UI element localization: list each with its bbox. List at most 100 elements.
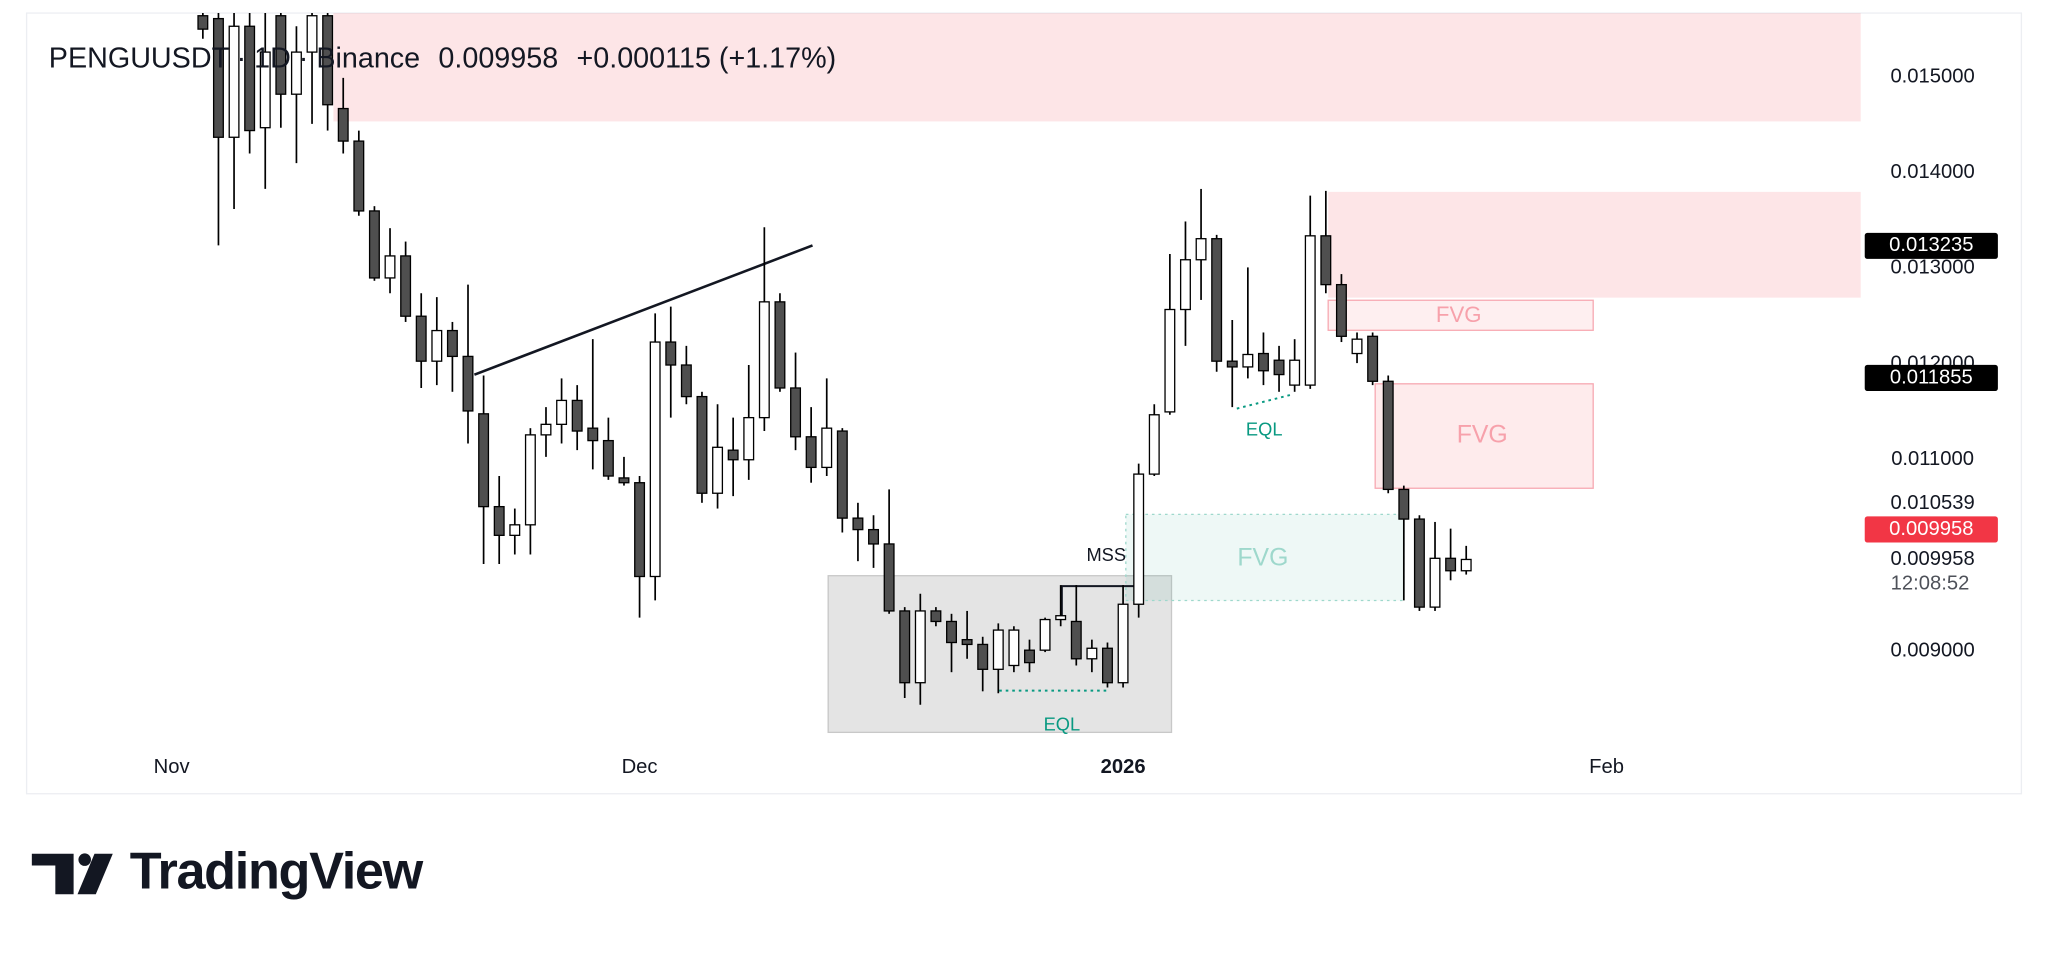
candle-body: [946, 620, 957, 644]
trend-line: [473, 244, 813, 376]
candle-body: [618, 477, 630, 484]
header-change: +0.000115 (+1.17%): [576, 43, 836, 75]
mss-label: MSS: [1086, 544, 1126, 565]
candle-body: [1039, 618, 1051, 651]
candle-body: [1179, 259, 1191, 311]
candle-body: [790, 387, 802, 438]
candle-body: [462, 355, 474, 412]
candle-body: [1289, 359, 1301, 386]
level-label-box: [1864, 232, 1998, 259]
candle-body: [446, 329, 458, 358]
candle-body: [977, 643, 989, 670]
candle-body: [1086, 647, 1098, 660]
candle-body: [1117, 603, 1129, 684]
candle-body: [930, 610, 942, 623]
candle-body: [899, 610, 911, 684]
eql-line: [1236, 393, 1294, 410]
legend-header: PENGUUSDT · 1D · Binance 0.009958 +0.000…: [49, 43, 836, 75]
last-price-label-box: [1864, 516, 1998, 543]
candles: [197, 13, 1472, 705]
candle-body: [1257, 352, 1269, 372]
candle-body: [212, 17, 224, 138]
candle-body: [1024, 649, 1035, 664]
fvg-label: FVG: [1237, 544, 1288, 571]
candle-body: [634, 482, 646, 578]
logo-mark: [31, 853, 74, 895]
candle-body: [821, 427, 833, 469]
candle-body: [322, 15, 334, 106]
candle-body: [228, 25, 240, 138]
candle-body: [1429, 557, 1441, 608]
candle-body: [1164, 308, 1176, 413]
candle-body: [727, 449, 739, 461]
x-tick-label: Dec: [622, 756, 658, 778]
eql-label: EQL: [1044, 714, 1081, 735]
candle-body: [774, 301, 786, 389]
plain-label: 0.010539: [1890, 492, 1974, 514]
x-tick-label: Feb: [1589, 756, 1624, 778]
y-tick-label: 0.015000: [1890, 65, 1974, 87]
candle-body: [478, 413, 490, 508]
candle-body: [400, 255, 412, 317]
candle-body: [852, 517, 864, 531]
candle-body: [1335, 283, 1347, 337]
candle-body: [540, 423, 552, 436]
candle-body: [1398, 488, 1410, 520]
candle-body: [1008, 629, 1020, 667]
candle-body: [509, 524, 521, 536]
fvg-box: [1327, 299, 1594, 331]
candle-body: [384, 255, 396, 279]
candle-body: [914, 610, 926, 684]
candle-body: [1101, 647, 1113, 684]
logo-mark: [77, 853, 113, 895]
candle-body: [259, 51, 271, 129]
y-tick-label: 0.011000: [1891, 448, 1974, 470]
level-label: 0.013235: [1889, 234, 1973, 256]
level-label: 0.011855: [1890, 366, 1973, 388]
candle-body: [836, 430, 848, 519]
candle-body: [1367, 335, 1379, 382]
candle-body: [1211, 238, 1223, 362]
candle-body: [587, 427, 599, 442]
candle-body: [244, 25, 256, 132]
candle-body: [868, 528, 880, 545]
fvg-label: FVG: [1457, 422, 1508, 449]
candle-body: [696, 395, 708, 494]
candle-body: [337, 107, 349, 142]
candle-body: [524, 434, 536, 526]
candle-body: [992, 629, 1004, 670]
x-tick-label: 2026: [1101, 756, 1146, 778]
candle-body: [306, 15, 318, 53]
candle-body: [602, 439, 614, 477]
symbol-title: PENGUUSDT · 1D · Binance: [49, 43, 420, 75]
logo-mark: [78, 853, 91, 866]
candle-body: [353, 140, 365, 212]
last-price-label: 0.009958: [1889, 518, 1973, 540]
candle-body: [493, 505, 505, 536]
candle-body: [1304, 235, 1316, 386]
candle-body: [1273, 359, 1285, 376]
mss-line: [1060, 585, 1134, 619]
candle-body: [1070, 620, 1082, 660]
axes: 0.0150000.0140000.0130000.0120000.011000…: [154, 65, 1998, 778]
brand-name: TradingView: [130, 842, 424, 900]
candle-body: [290, 51, 302, 95]
level-label-box: [1864, 364, 1998, 391]
candle-body: [712, 446, 724, 494]
candle-body: [1055, 615, 1067, 621]
candle-body: [1413, 518, 1425, 608]
candle-body: [1242, 353, 1254, 368]
candle-body: [649, 341, 661, 578]
candle-body: [680, 364, 692, 398]
y-tick-label: 0.014000: [1890, 161, 1974, 183]
candle-body: [368, 210, 380, 279]
candle-body: [665, 341, 677, 366]
candle-body: [758, 301, 770, 419]
annotation-labels: FVG FVG FVG EQL EQL MSS: [1044, 302, 1508, 735]
eql-label: EQL: [1246, 419, 1283, 440]
y-tick-label: 0.009000: [1890, 639, 1974, 661]
candle-body: [556, 399, 568, 425]
candle-body: [197, 15, 209, 30]
header-price: 0.009958: [438, 43, 558, 75]
